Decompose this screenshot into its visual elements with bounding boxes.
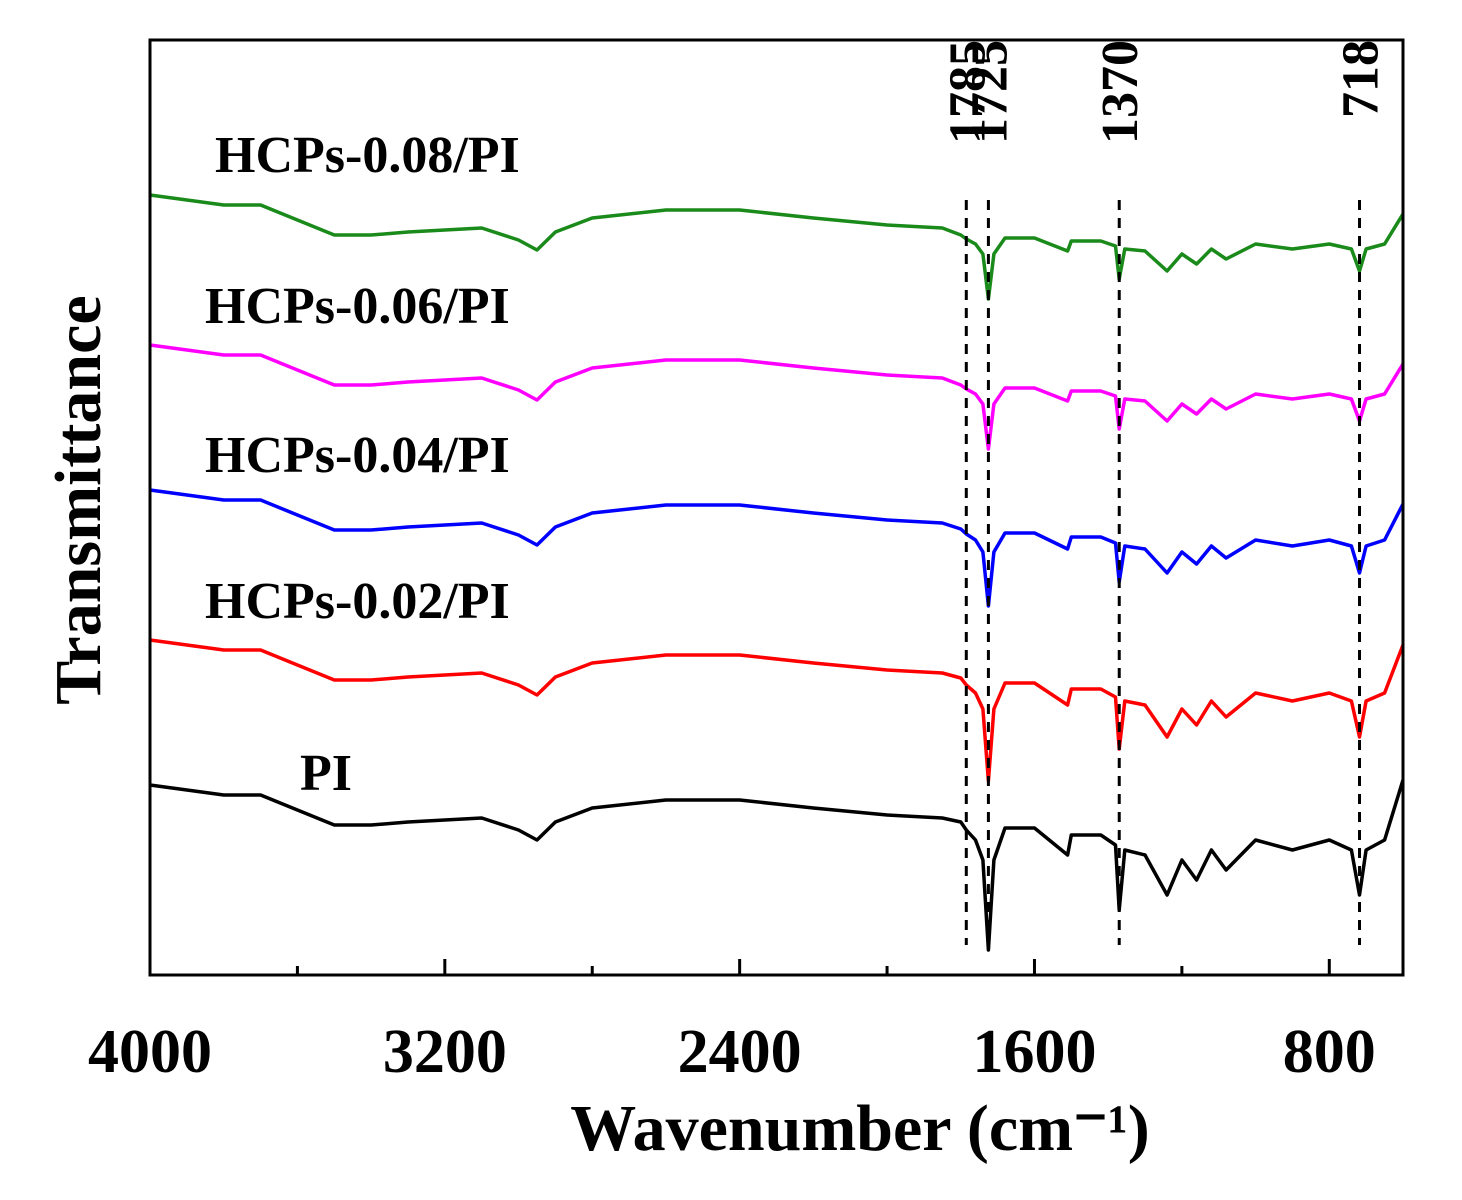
- spectrum-line: [149, 343, 1405, 451]
- peak-label: 718: [1333, 40, 1390, 118]
- x-tick-label: 4000: [88, 1018, 212, 1086]
- series-label: HCPs-0.08/PI: [215, 127, 520, 184]
- series-label: HCPs-0.04/PI: [205, 427, 510, 484]
- series-label: HCPs-0.06/PI: [205, 278, 510, 335]
- spectrum-line: [149, 779, 1405, 952]
- x-tick-label: 3200: [383, 1018, 507, 1086]
- peak-label: 1370: [1092, 40, 1149, 144]
- peak-label: 1785: [939, 40, 996, 144]
- plot-frame: [148, 38, 1405, 977]
- x-tick-label: 2400: [678, 1018, 802, 1086]
- x-axis-label: Wavenumber (cm⁻¹): [570, 1092, 1150, 1165]
- x-tick-label: 800: [1283, 1018, 1376, 1086]
- x-tick-label: 1600: [972, 1018, 1096, 1086]
- series-label: HCPs-0.02/PI: [205, 573, 510, 630]
- y-axis-label: Transmittance: [42, 295, 115, 704]
- series-label: PI: [300, 745, 352, 802]
- peak-label: 1725: [961, 40, 1018, 144]
